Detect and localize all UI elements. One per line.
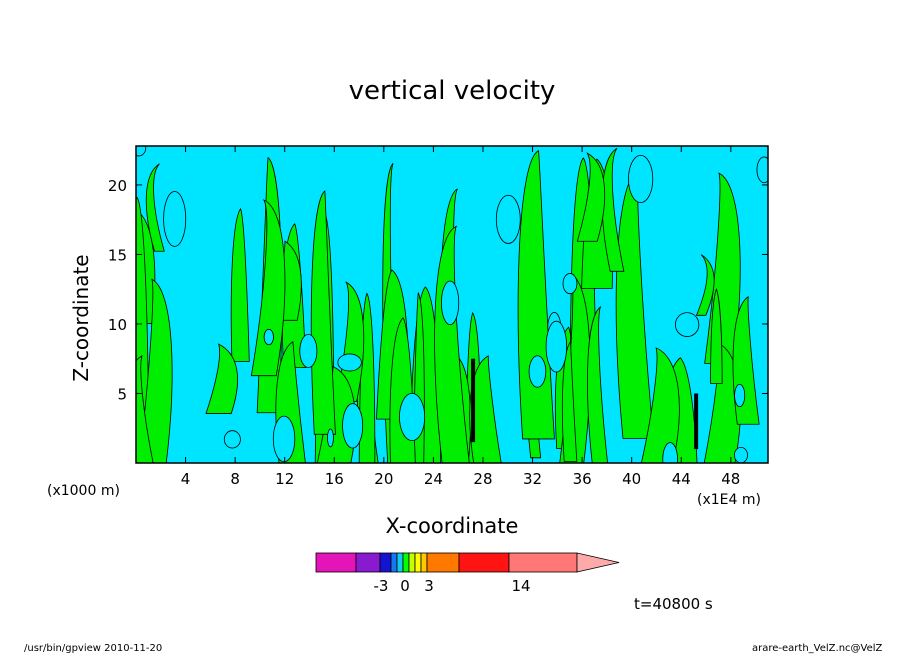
- strong-updraft: [471, 358, 476, 443]
- downdraft-region: [756, 156, 768, 184]
- updraft-region: [310, 190, 336, 435]
- x-tick-label: 16: [325, 470, 344, 488]
- colorbar-segment: [396, 552, 404, 573]
- x-tick-label: 36: [573, 470, 592, 488]
- colorbar-segment: [508, 552, 578, 573]
- x-tick-label: 8: [230, 470, 240, 488]
- colorbar-segment: [315, 552, 357, 573]
- colorbar-segment: [420, 552, 428, 573]
- updraft-region: [250, 199, 286, 377]
- x-tick-label: 48: [721, 470, 740, 488]
- colorbar-label: 14: [511, 577, 530, 595]
- x-tick-label: 24: [424, 470, 443, 488]
- x-tick-label: 4: [181, 470, 191, 488]
- colorbar-segment: [379, 552, 392, 573]
- updraft-region: [205, 343, 238, 414]
- downdraft-region: [495, 194, 521, 244]
- plot-frame: [135, 145, 769, 464]
- downdraft-region: [545, 320, 568, 373]
- footer-right: arare-earth_VelZ.nc@VelZ: [752, 643, 883, 654]
- x-tick-label: 20: [374, 470, 393, 488]
- downdraft-region: [562, 273, 578, 295]
- colorbar-segment: [402, 552, 410, 573]
- updraft-region: [710, 288, 723, 384]
- colorbar: -3 0 3 14: [315, 552, 620, 595]
- colorbar-segment: [408, 552, 416, 573]
- updraft-region: [695, 254, 715, 316]
- y-tick-label: 5: [117, 385, 127, 403]
- x-tick-label: 32: [523, 470, 542, 488]
- x-tick-label: 12: [275, 470, 294, 488]
- y-unit-label: (x1E4 m): [697, 492, 761, 508]
- updraft-region: [230, 208, 250, 362]
- y-tick-label: 10: [108, 316, 127, 334]
- downdraft-region: [136, 146, 147, 157]
- downdraft-region: [399, 392, 426, 442]
- updraft-region: [138, 278, 173, 463]
- y-ticks: 5 10 15 20: [108, 177, 768, 403]
- downdraft-region: [327, 428, 334, 448]
- colorbar-segment: [414, 552, 422, 573]
- downdraft-region: [272, 415, 296, 463]
- downdraft-region: [337, 353, 362, 372]
- x-unit-label: (x1000 m): [47, 483, 120, 499]
- colorbar-arrow: [576, 552, 620, 573]
- x-tick-label: 28: [473, 470, 492, 488]
- downdraft-region: [342, 403, 364, 449]
- updraft-region: [434, 225, 470, 463]
- updraft-region: [587, 305, 609, 463]
- downdraft-region: [674, 312, 700, 337]
- x-tick-label: 44: [672, 470, 691, 488]
- downdraft-region: [662, 442, 678, 463]
- colorbar-segment: [355, 552, 381, 573]
- updraft-region: [561, 340, 578, 462]
- footer-left: /usr/bin/gpview 2010-11-20: [24, 643, 163, 654]
- downdraft-region: [734, 383, 746, 408]
- colorbar-segment: [426, 552, 460, 573]
- updraft-region: [469, 355, 502, 463]
- y-tick-label: 15: [108, 246, 127, 264]
- downdraft-region: [528, 355, 547, 388]
- colorbar-segment: [458, 552, 510, 573]
- downdraft-region: [628, 155, 654, 204]
- plot-area: [136, 146, 768, 463]
- updraft-region: [145, 163, 165, 252]
- downdraft-region: [733, 446, 748, 463]
- y-tick-label: 20: [108, 177, 127, 195]
- colorbar-label: 0: [400, 577, 410, 595]
- x-axis-label: X-coordinate: [385, 514, 519, 538]
- colorbar-label: 3: [424, 577, 434, 595]
- updraft-region: [335, 281, 365, 402]
- downdraft-region: [299, 333, 318, 368]
- strong-updraft: [694, 393, 699, 450]
- x-tick-label: 40: [622, 470, 641, 488]
- downdraft-region: [223, 430, 241, 449]
- time-label: t=40800 s: [634, 595, 713, 613]
- updraft-region: [136, 355, 154, 463]
- downdraft-region: [263, 328, 274, 346]
- updraft-region: [576, 152, 606, 242]
- chart-title: vertical velocity: [348, 76, 556, 106]
- downdraft-region: [441, 280, 460, 326]
- colorbar-label: -3: [374, 577, 389, 595]
- updraft-region: [640, 347, 680, 463]
- colorbar-segment: [390, 552, 398, 573]
- x-ticks: 4 8 12 16 20 24 28 32 36 40 44 48: [181, 146, 740, 488]
- downdraft-region: [163, 191, 187, 247]
